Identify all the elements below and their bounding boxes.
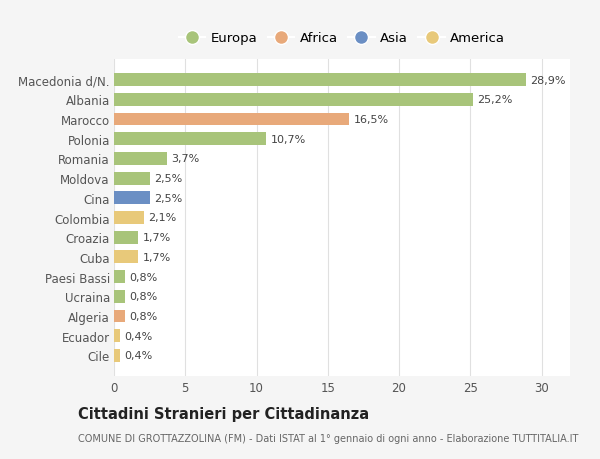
Text: 1,7%: 1,7% bbox=[143, 233, 171, 243]
Bar bbox=[114, 231, 138, 244]
Bar bbox=[114, 212, 144, 224]
Bar bbox=[114, 290, 125, 303]
Bar bbox=[114, 74, 526, 87]
Text: 0,8%: 0,8% bbox=[130, 272, 158, 282]
Bar bbox=[114, 172, 149, 185]
Bar bbox=[114, 192, 149, 205]
Text: COMUNE DI GROTTAZZOLINA (FM) - Dati ISTAT al 1° gennaio di ogni anno - Elaborazi: COMUNE DI GROTTAZZOLINA (FM) - Dati ISTA… bbox=[78, 433, 578, 442]
Legend: Europa, Africa, Asia, America: Europa, Africa, Asia, America bbox=[175, 28, 509, 49]
Text: 3,7%: 3,7% bbox=[171, 154, 199, 164]
Text: 0,8%: 0,8% bbox=[130, 311, 158, 321]
Bar bbox=[114, 310, 125, 323]
Text: 16,5%: 16,5% bbox=[353, 115, 389, 125]
Text: 0,4%: 0,4% bbox=[124, 331, 152, 341]
Text: 10,7%: 10,7% bbox=[271, 134, 306, 145]
Text: Cittadini Stranieri per Cittadinanza: Cittadini Stranieri per Cittadinanza bbox=[78, 406, 369, 421]
Text: 2,1%: 2,1% bbox=[148, 213, 176, 223]
Bar bbox=[114, 133, 266, 146]
Bar bbox=[114, 113, 349, 126]
Bar bbox=[114, 330, 120, 342]
Text: 2,5%: 2,5% bbox=[154, 174, 182, 184]
Bar bbox=[114, 94, 473, 106]
Text: 0,8%: 0,8% bbox=[130, 291, 158, 302]
Text: 25,2%: 25,2% bbox=[478, 95, 513, 105]
Text: 2,5%: 2,5% bbox=[154, 193, 182, 203]
Bar bbox=[114, 349, 120, 362]
Bar bbox=[114, 271, 125, 283]
Bar bbox=[114, 153, 167, 165]
Text: 0,4%: 0,4% bbox=[124, 351, 152, 361]
Text: 1,7%: 1,7% bbox=[143, 252, 171, 263]
Bar bbox=[114, 251, 138, 264]
Text: 28,9%: 28,9% bbox=[530, 75, 566, 85]
